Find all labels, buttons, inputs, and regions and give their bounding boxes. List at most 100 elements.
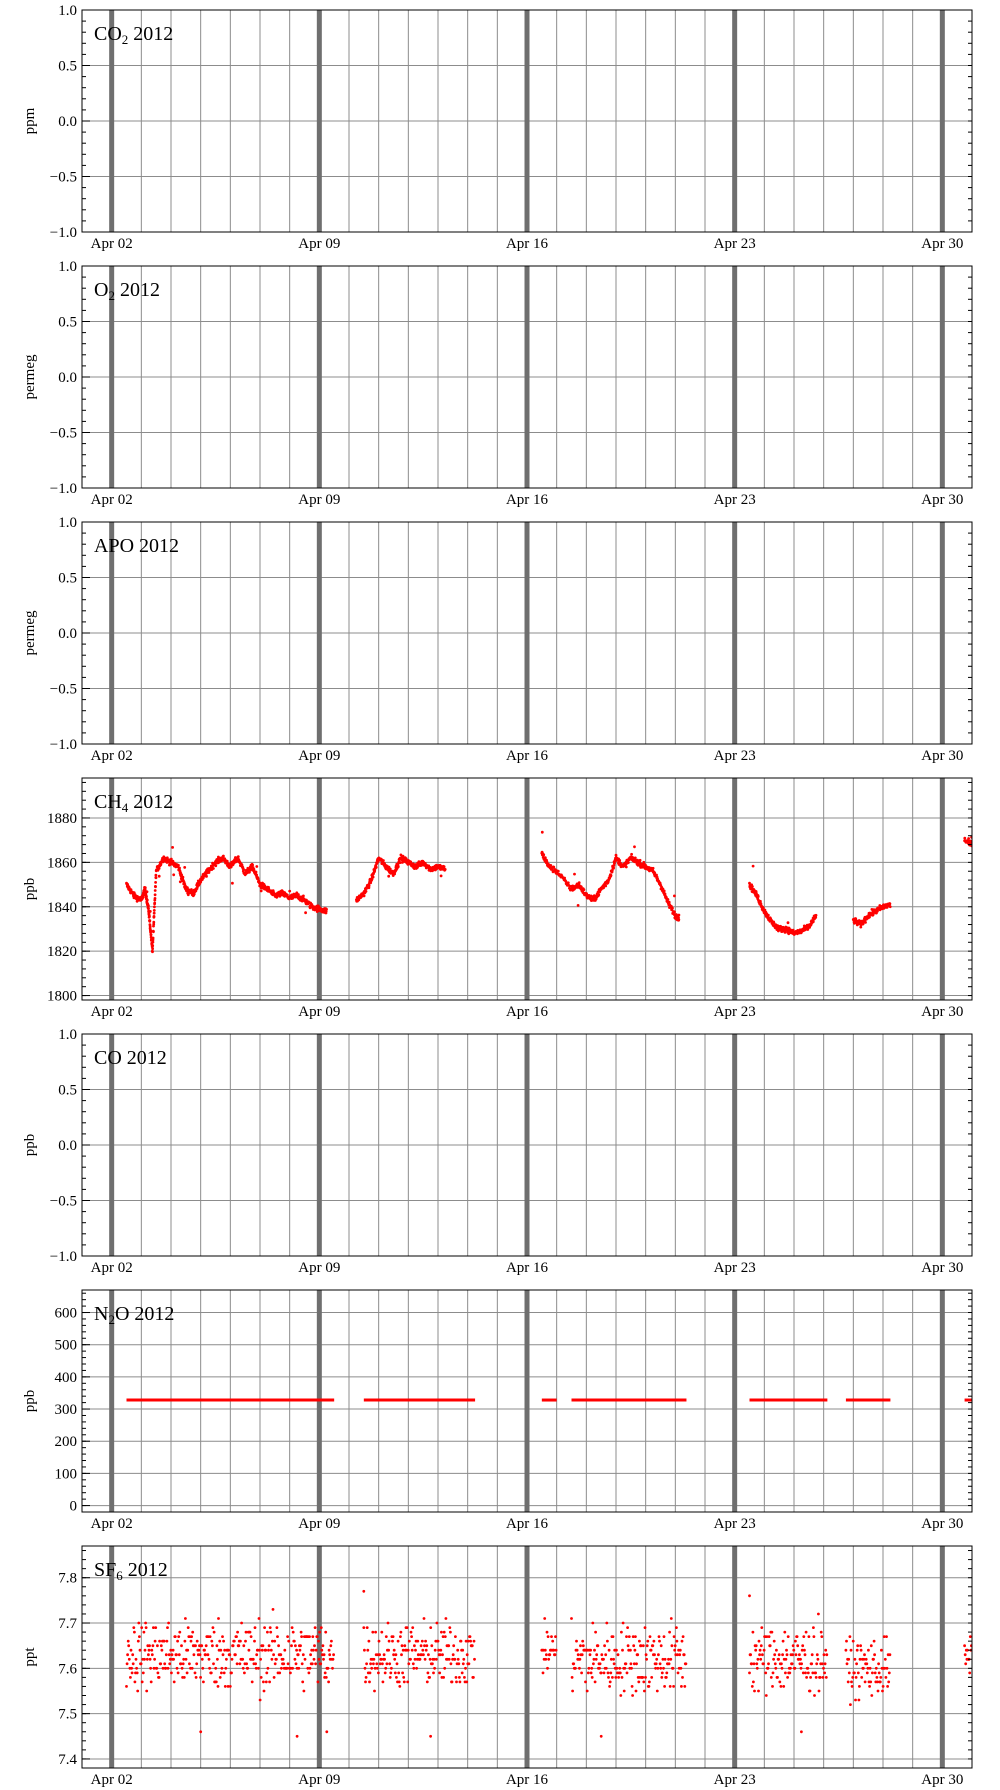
y-axis-label: ppm [22, 107, 38, 134]
data-point [779, 1685, 783, 1688]
data-point [770, 1630, 774, 1634]
data-point [673, 1644, 677, 1648]
x-tick-label: Apr 02 [91, 1772, 133, 1788]
data-point [627, 861, 630, 864]
data-point [172, 1657, 176, 1661]
data-point [330, 1639, 333, 1643]
data-point [312, 1648, 315, 1652]
data-point [772, 1657, 775, 1661]
data-point [449, 1630, 452, 1634]
data-point [885, 1635, 888, 1638]
data-point [172, 1680, 176, 1684]
data-point [759, 1644, 763, 1648]
data-point [207, 1657, 211, 1661]
data-point [149, 1666, 153, 1670]
data-point [332, 1653, 335, 1657]
data-point [819, 1630, 823, 1634]
data-point [781, 1639, 785, 1643]
data-point [200, 1657, 204, 1661]
data-point [848, 1635, 852, 1638]
data-point [371, 875, 375, 879]
data-point [660, 1676, 664, 1679]
data-point [657, 1635, 661, 1638]
data-point [258, 1698, 262, 1702]
data-point [823, 1662, 827, 1666]
data-point [633, 1648, 637, 1652]
data-point [667, 900, 671, 904]
data-point [125, 1685, 128, 1688]
data-point [448, 1626, 452, 1629]
data-point [440, 1630, 443, 1634]
data-point [597, 893, 601, 897]
data-point [232, 1639, 236, 1643]
data-point [458, 1676, 461, 1679]
data-point [661, 887, 665, 891]
data-point [447, 1644, 451, 1648]
data-point [143, 886, 147, 890]
data-point [854, 1676, 858, 1679]
x-tick-label: Apr 23 [714, 236, 756, 252]
data-point [240, 1621, 244, 1625]
data-point [145, 1689, 149, 1693]
data-point [785, 1648, 788, 1652]
data-point [372, 1662, 375, 1666]
data-point [241, 1657, 245, 1661]
data-point [643, 1689, 646, 1693]
data-point [363, 1666, 367, 1670]
data-point [755, 1662, 759, 1666]
data-point [399, 861, 402, 864]
data-point [868, 1685, 871, 1688]
y-tick-label: 0.5 [58, 315, 77, 331]
data-point [401, 1671, 404, 1675]
chart-panel-4: −1.0 −0.5 0.0 0.5 1.0 Apr 02 Apr 09 Apr 16 Apr 2… [22, 1027, 973, 1276]
data-point [616, 1653, 620, 1657]
data-point [194, 1644, 197, 1648]
data-point [153, 905, 156, 909]
data-point [612, 864, 616, 867]
data-point [415, 1666, 418, 1670]
data-point [291, 1630, 295, 1634]
data-point [467, 1662, 471, 1666]
data-point [586, 1671, 590, 1675]
data-point [675, 1626, 678, 1629]
data-point [139, 1662, 143, 1666]
data-point [673, 1648, 677, 1652]
data-point [153, 889, 157, 892]
data-point [618, 859, 622, 862]
data-point [152, 920, 156, 924]
y-tick-label: 1880 [47, 811, 77, 827]
data-point [442, 865, 446, 869]
data-point [874, 1666, 878, 1670]
data-point [441, 1653, 444, 1657]
data-point [181, 1662, 185, 1666]
data-point [632, 1662, 636, 1666]
panel-title-subscript: 2 [108, 1312, 115, 1327]
data-point [751, 885, 754, 888]
data-point [853, 1671, 856, 1675]
data-point [190, 1635, 194, 1638]
data-point [416, 1653, 420, 1657]
data-point [620, 1630, 623, 1634]
data-point [627, 1635, 631, 1638]
data-point [757, 1689, 760, 1693]
x-tick-label: Apr 30 [921, 1772, 963, 1788]
data-point [302, 1689, 306, 1693]
data-point [875, 1676, 879, 1679]
data-point [864, 1657, 868, 1661]
chart-panel-0: −1.0 −0.5 0.0 0.5 1.0 Apr 02 Apr 09 Apr 16 Apr 2… [22, 3, 973, 252]
data-point [200, 1644, 204, 1648]
chart-panel-3: 1800 1820 1840 1860 1880 Apr 02 Apr 09 Apr 16 Ap… [22, 777, 973, 1020]
data-point [327, 1680, 330, 1684]
panel-title: CH4 2012 [94, 791, 173, 815]
data-point [579, 1644, 582, 1648]
y-tick-label: 1.0 [58, 259, 77, 275]
data-point [853, 1657, 857, 1661]
data-point [384, 1666, 388, 1670]
x-tick-label: Apr 23 [714, 1516, 756, 1532]
data-point [159, 1662, 163, 1666]
plot-frame [81, 1289, 973, 1513]
data-point [136, 1639, 140, 1643]
data-point [630, 1685, 634, 1688]
data-point [246, 1666, 250, 1670]
y-axis-label: permeg [22, 354, 38, 399]
